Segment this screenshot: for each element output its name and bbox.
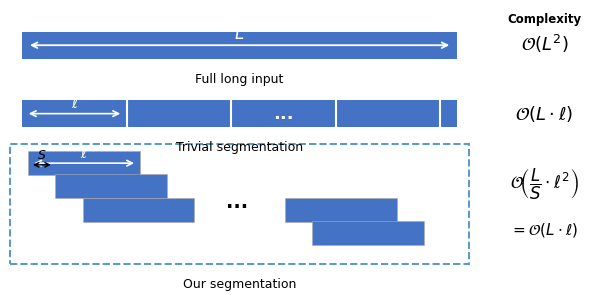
Text: Complexity: Complexity [507, 13, 581, 26]
Text: Full long input: Full long input [195, 73, 284, 86]
Text: Trivial segmentation: Trivial segmentation [176, 141, 303, 154]
Bar [285, 198, 397, 222]
Text: $\mathcal{O}(L \cdot \ell)$: $\mathcal{O}(L \cdot \ell)$ [515, 104, 573, 124]
Bar [22, 32, 457, 59]
Bar [56, 174, 167, 199]
Text: $\mathcal{O}\!\left(\dfrac{L}{S} \cdot \ell^2\right)$: $\mathcal{O}\!\left(\dfrac{L}{S} \cdot \… [510, 167, 579, 202]
Bar [22, 100, 457, 127]
Text: $L$: $L$ [234, 25, 245, 43]
Text: $S$: $S$ [37, 149, 47, 162]
Bar [10, 144, 469, 264]
Text: ...: ... [225, 193, 248, 212]
Bar [28, 151, 140, 175]
Bar [83, 198, 195, 222]
Bar [312, 221, 424, 245]
Text: $\ell$: $\ell$ [80, 146, 88, 161]
Text: $= \mathcal{O}(L \cdot \ell)$: $= \mathcal{O}(L \cdot \ell)$ [510, 221, 578, 239]
Text: ...: ... [274, 105, 294, 123]
Text: Our segmentation: Our segmentation [183, 278, 296, 291]
Text: $\ell$: $\ell$ [71, 96, 78, 112]
Text: $\mathcal{O}(L^2)$: $\mathcal{O}(L^2)$ [521, 33, 568, 55]
